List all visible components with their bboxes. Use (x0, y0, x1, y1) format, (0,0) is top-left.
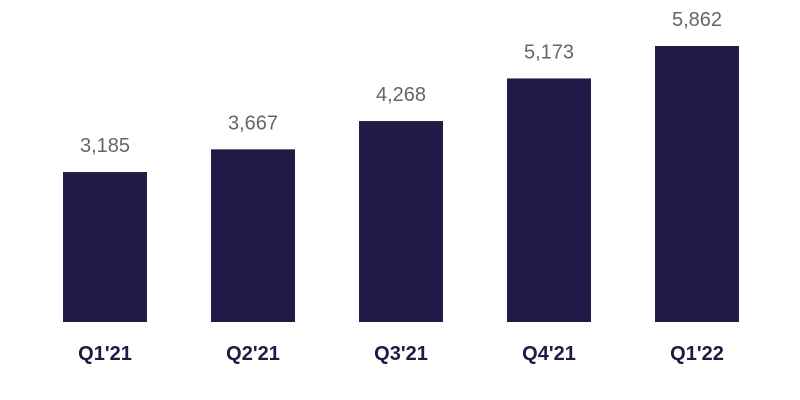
value-labels-layer: 3,185 3,667 4,268 5,173 5,862 (80, 9, 722, 157)
bar-value-label-2: 4,268 (376, 84, 426, 106)
category-label-4: Q1'22 (670, 343, 724, 365)
category-label-1: Q2'21 (226, 343, 280, 365)
bars-layer (63, 46, 739, 322)
category-label-2: Q3'21 (374, 343, 428, 365)
bar-value-label-4: 5,862 (672, 9, 722, 31)
bar-4 (655, 46, 739, 322)
bar-3 (507, 78, 591, 322)
bar-0 (63, 172, 147, 322)
bar-1 (211, 149, 295, 322)
category-label-3: Q4'21 (522, 343, 576, 365)
bar-2 (359, 121, 443, 322)
bar-value-label-3: 5,173 (524, 41, 574, 63)
category-label-0: Q1'21 (78, 343, 132, 365)
bar-value-label-1: 3,667 (228, 112, 278, 134)
category-labels-layer: Q1'21 Q2'21 Q3'21 Q4'21 Q1'22 (78, 343, 724, 365)
bar-value-label-0: 3,185 (80, 135, 130, 157)
